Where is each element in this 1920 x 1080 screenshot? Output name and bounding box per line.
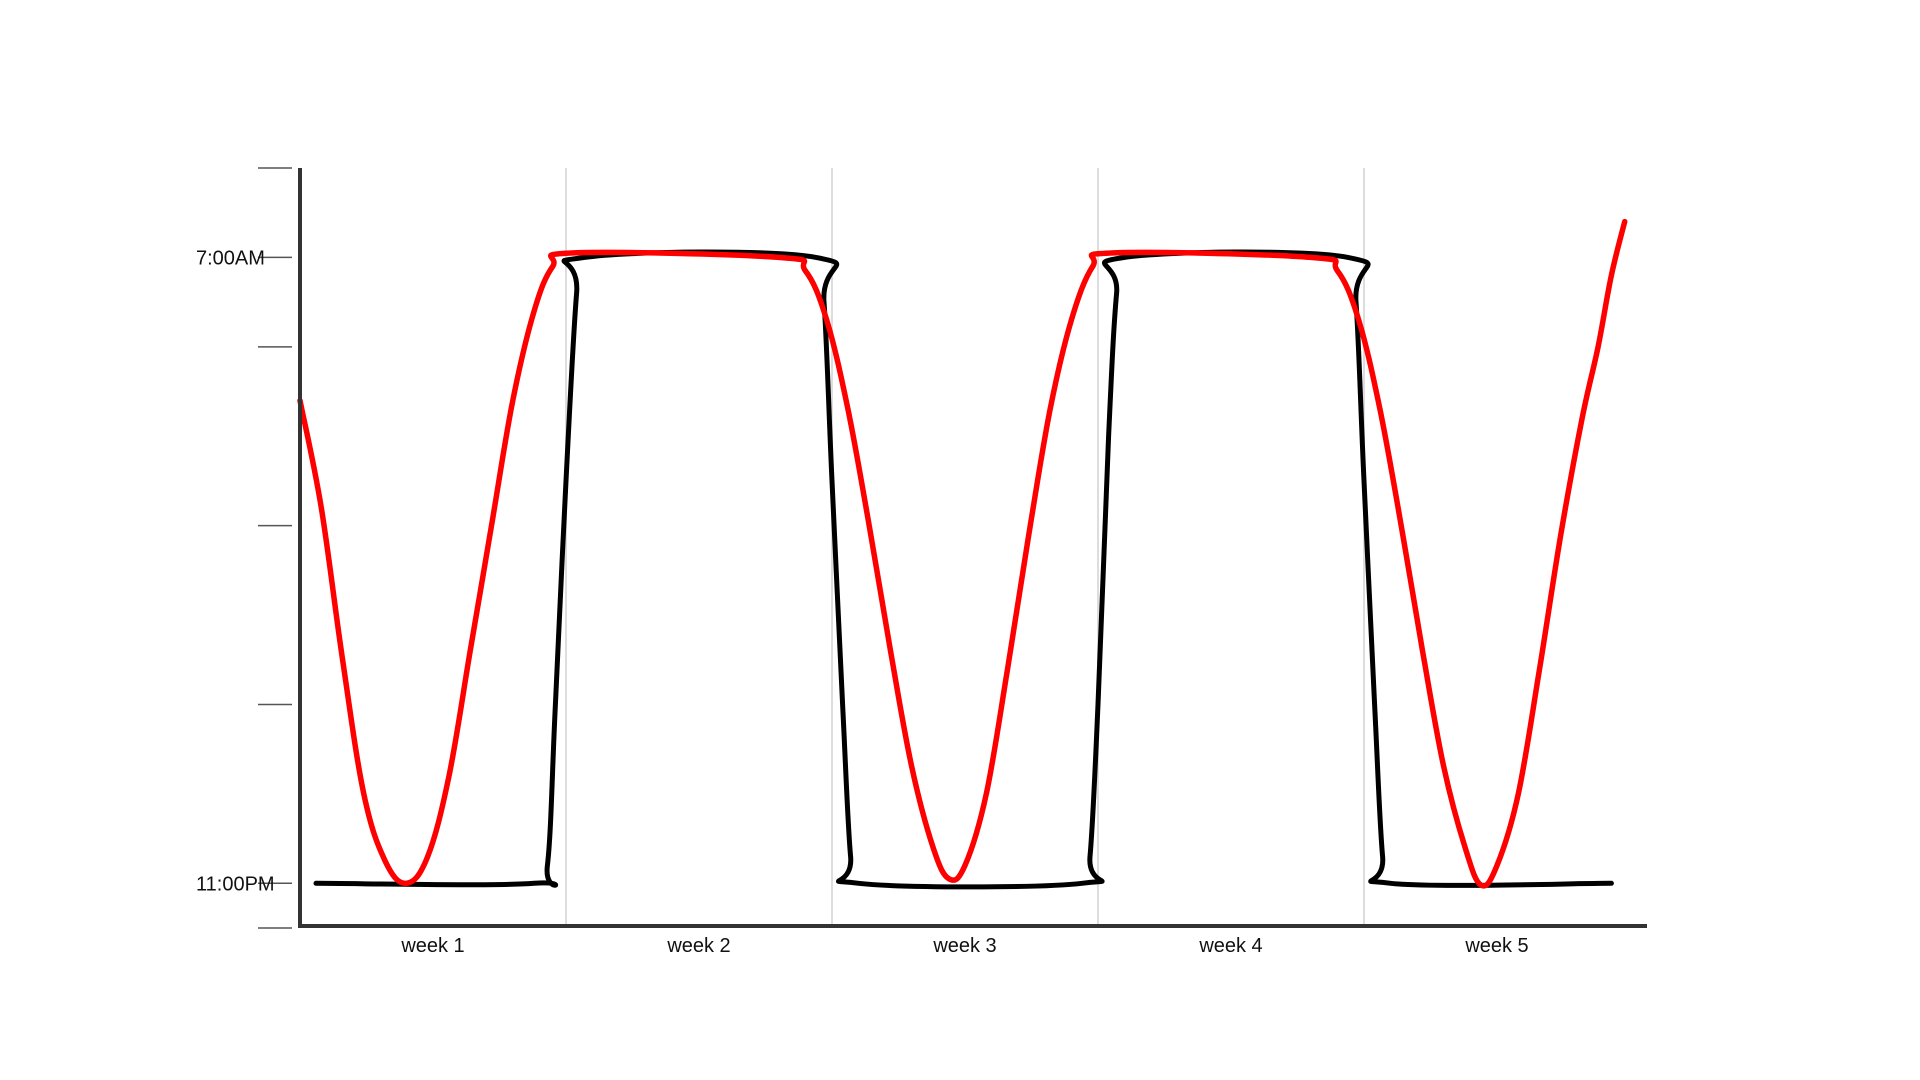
x-tick-label-5: week 5	[1464, 935, 1528, 957]
x-tick-label-3: week 3	[932, 935, 996, 957]
series-line-1	[313, 249, 1614, 890]
series-lines	[297, 218, 1628, 890]
y-tick-label-2: 11:00PM	[196, 873, 275, 895]
y-axis-ticks	[258, 167, 292, 929]
x-axis-tick-labels: week 1 week 2 week 3 week 4 week 5	[400, 935, 1528, 957]
x-tick-label-2: week 2	[666, 935, 730, 957]
y-axis-tick-labels: 7:00AM 11:00PM	[196, 247, 275, 895]
series-line-2	[297, 218, 1628, 889]
x-tick-label-4: week 4	[1198, 935, 1262, 957]
y-tick-label-1: 7:00AM	[196, 247, 265, 269]
x-tick-label-1: week 1	[400, 935, 464, 957]
vertical-gridlines	[565, 168, 1365, 928]
